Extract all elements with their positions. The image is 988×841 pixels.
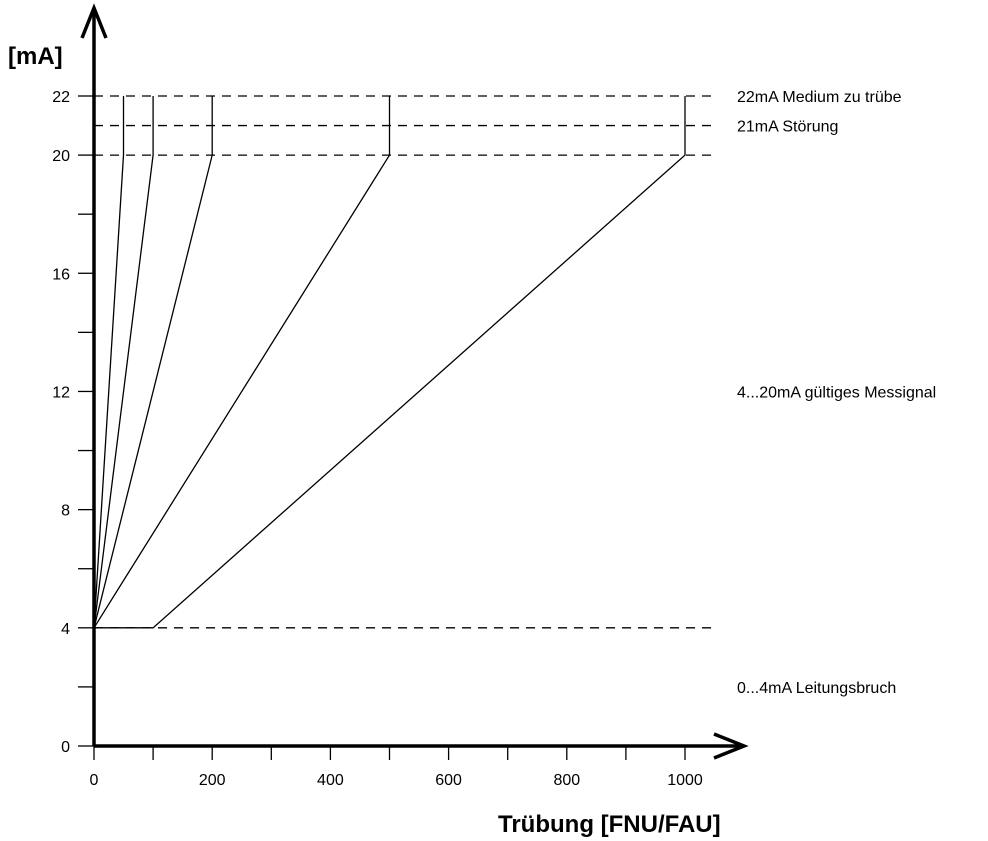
y-tick-label-0: 0 bbox=[61, 739, 70, 756]
x-axis-title: Trübung [FNU/FAU] bbox=[498, 811, 721, 838]
x-tick-label-1000: 1000 bbox=[667, 772, 703, 789]
y-tick-label-8: 8 bbox=[61, 503, 70, 520]
x-tick-label-600: 600 bbox=[435, 772, 462, 789]
series-line-0 bbox=[93, 96, 125, 628]
series-line-4 bbox=[94, 96, 686, 629]
y-axis-arrow-icon bbox=[80, 3, 108, 39]
x-axis-arrow-icon bbox=[713, 732, 749, 760]
y-axis-title: [mA] bbox=[8, 43, 63, 70]
y-tick-label-16: 16 bbox=[52, 266, 70, 283]
x-tick-label-400: 400 bbox=[317, 772, 344, 789]
x-tick-label-800: 800 bbox=[553, 772, 580, 789]
y-tick-label-4: 4 bbox=[61, 621, 70, 638]
zone-label-1: 0...4mA Leitungsbruch bbox=[737, 680, 896, 697]
y-tick-label-20: 20 bbox=[52, 148, 70, 165]
y-tick-label-22: 22 bbox=[52, 89, 70, 106]
reference-label-22: 22mA Medium zu trübe bbox=[737, 89, 902, 106]
x-tick-label-0: 0 bbox=[90, 772, 99, 789]
x-tick-label-200: 200 bbox=[199, 772, 226, 789]
series-line-1 bbox=[93, 96, 154, 628]
series-line-2 bbox=[93, 96, 213, 628]
zone-label-0: 4...20mA gültiges Messignal bbox=[737, 384, 936, 401]
y-tick-label-12: 12 bbox=[52, 384, 70, 401]
series-line-3 bbox=[93, 96, 391, 629]
reference-label-21: 21mA Störung bbox=[737, 119, 838, 136]
